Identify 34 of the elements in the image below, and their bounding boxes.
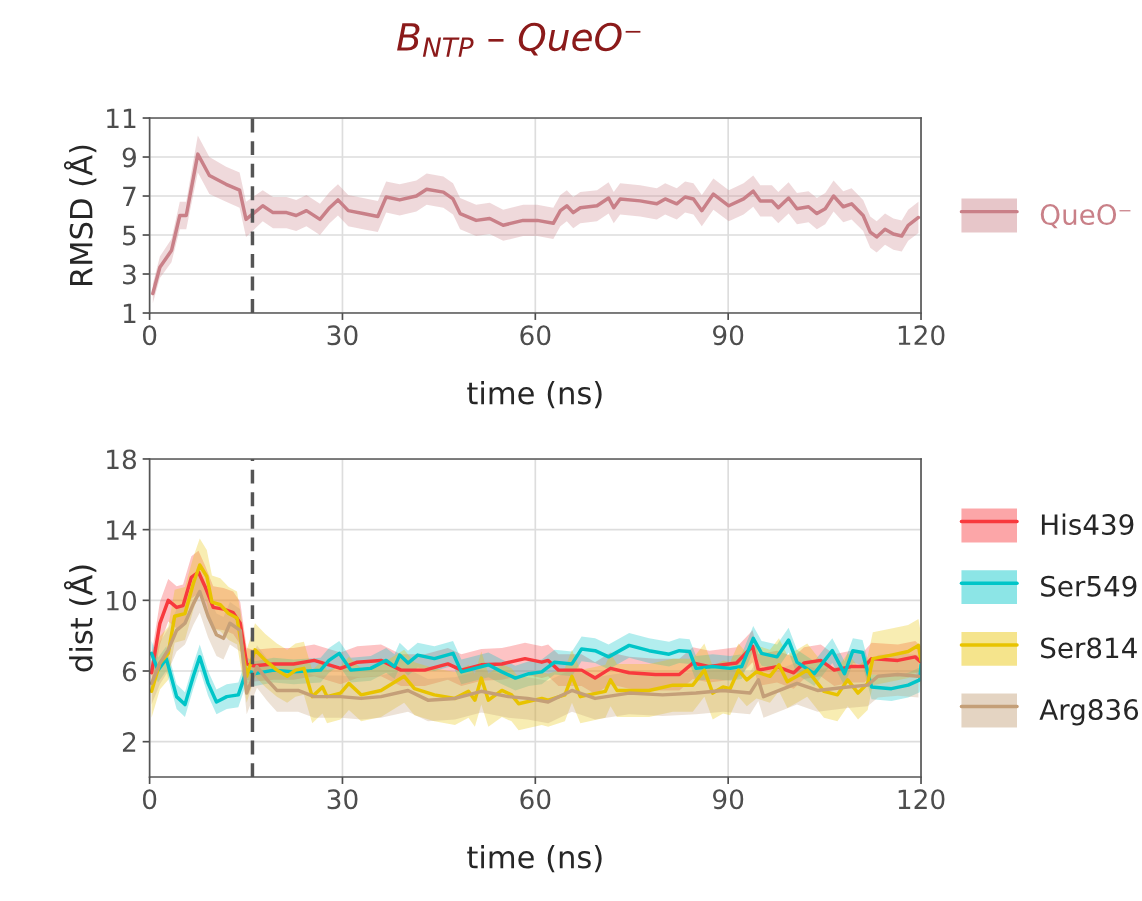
- line-series: [151, 152, 921, 296]
- x-tick-label: 120: [898, 325, 945, 346]
- y-tick-label: 14: [107, 520, 137, 540]
- legend-label: QueO⁻: [1040, 204, 1131, 229]
- y-tick-label: 7: [123, 186, 136, 207]
- x-tick-label: 30: [327, 789, 358, 810]
- legend-label: Ser814: [1041, 637, 1137, 659]
- y-tick-label: 11: [107, 108, 136, 129]
- x-axis-title: time (ns): [467, 380, 602, 409]
- x-tick-label: 120: [898, 789, 945, 810]
- y-axis-title: dist (Å): [63, 565, 97, 672]
- y-tick-label: 3: [123, 264, 136, 285]
- y-tick-label: 1: [123, 303, 136, 324]
- x-tick-label: 60: [520, 789, 551, 810]
- legend-label: Arg836: [1039, 699, 1139, 726]
- chart-title: B$_{NTP}$ – QueO⁻: [397, 22, 641, 57]
- line-series: [149, 589, 921, 704]
- x-tick-label: 60: [520, 325, 551, 346]
- y-tick-label: 10: [107, 590, 137, 611]
- y-tick-label: 9: [122, 147, 136, 168]
- y-axis-title: RMSD (Å): [63, 145, 97, 286]
- x-axis-title: time (ns): [467, 844, 602, 873]
- x-tick-label: 90: [713, 789, 744, 810]
- line-series: [149, 636, 922, 707]
- x-tick-label: 0: [142, 789, 157, 810]
- y-tick-label: 6: [122, 661, 137, 682]
- x-tick-label: 0: [142, 325, 157, 346]
- y-tick-label: 2: [122, 732, 136, 752]
- legend-label: Ser549: [1041, 575, 1137, 597]
- x-tick-label: 90: [713, 325, 744, 346]
- legend-label: His439: [1041, 513, 1134, 536]
- y-tick-label: 5: [123, 225, 136, 246]
- x-tick-label: 30: [327, 325, 358, 346]
- y-tick-label: 18: [107, 449, 136, 470]
